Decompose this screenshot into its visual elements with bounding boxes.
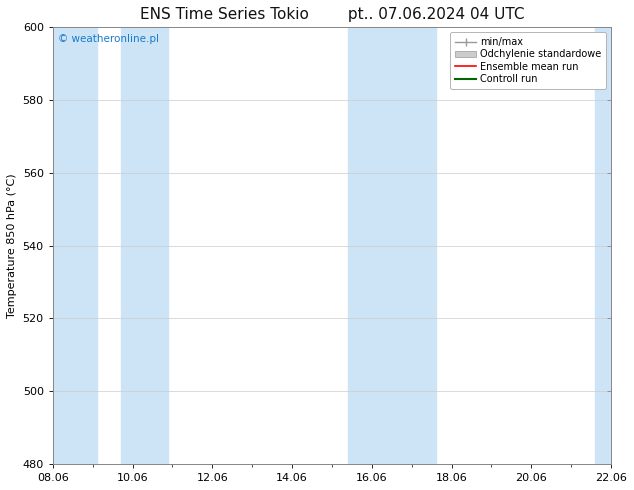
Bar: [595, 27, 611, 464]
Title: ENS Time Series Tokio        pt.. 07.06.2024 04 UTC: ENS Time Series Tokio pt.. 07.06.2024 04…: [139, 7, 524, 22]
Bar: [120, 27, 169, 464]
Y-axis label: Temperature 850 hPa (°C): Temperature 850 hPa (°C): [7, 173, 17, 318]
Bar: [348, 27, 436, 464]
Text: © weatheronline.pl: © weatheronline.pl: [58, 34, 159, 44]
Bar: [53, 27, 96, 464]
Legend: min/max, Odchylenie standardowe, Ensemble mean run, Controll run: min/max, Odchylenie standardowe, Ensembl…: [450, 32, 606, 89]
